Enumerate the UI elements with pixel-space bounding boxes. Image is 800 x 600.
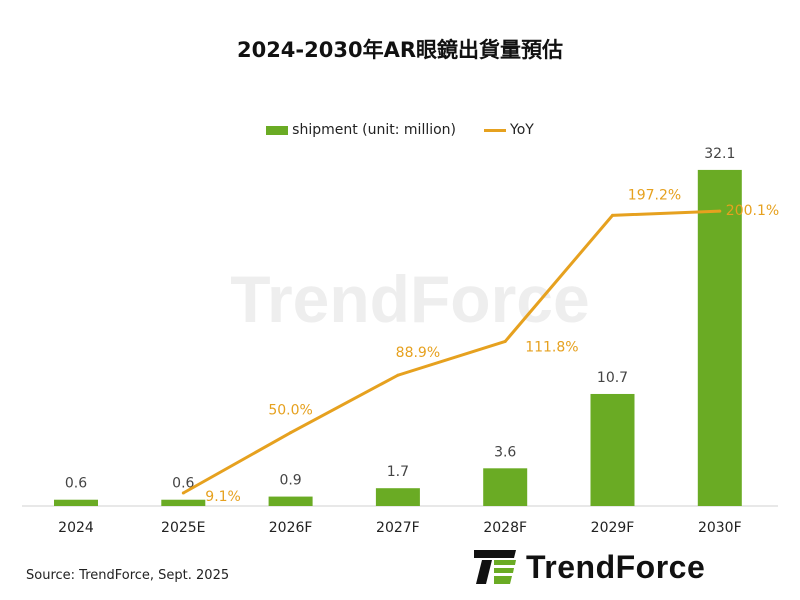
x-tick-label-2030F: 2030F: [698, 520, 742, 536]
bar-2030F: [697, 169, 742, 506]
yoy-point-2030F: [718, 209, 722, 213]
bar-label-2028F: 3.6: [494, 444, 516, 460]
trendforce-logo: TrendForce: [472, 548, 705, 586]
x-tick-label-2028F: 2028F: [483, 520, 527, 536]
bar-label-2026F: 0.9: [279, 473, 301, 489]
legend-label-yoy: YoY: [510, 122, 534, 138]
yoy-point-2027F: [396, 373, 400, 377]
x-tick-label-2025E: 2025E: [161, 520, 205, 536]
bar-2029F: [590, 393, 635, 506]
yoy-label-2028F: 111.8%: [525, 339, 578, 355]
bar-2028F: [483, 468, 528, 506]
bar-label-2024: 0.6: [65, 476, 87, 492]
watermark: TrendForce: [230, 262, 589, 336]
trendforce-logo-icon: [474, 550, 516, 584]
legend-swatch-shipment: [266, 125, 289, 135]
bar-label-2027F: 1.7: [387, 464, 409, 480]
bar-2026F: [268, 496, 313, 506]
trendforce-logo-text: TrendForce: [526, 548, 706, 585]
bar-label-2025E: 0.6: [172, 476, 194, 492]
x-tick-label-2027F: 2027F: [376, 520, 420, 536]
bar-label-2029F: 10.7: [597, 370, 628, 386]
bar-2027F: [375, 488, 420, 506]
bar-2024: [54, 499, 98, 506]
yoy-point-2026F: [289, 431, 293, 435]
legend-label-shipment: shipment (unit: million): [292, 122, 457, 138]
x-tick-label-2029F: 2029F: [591, 520, 635, 536]
bar-2025E: [161, 499, 206, 506]
x-tick-label-2026F: 2026F: [269, 520, 313, 536]
yoy-label-2029F: 197.2%: [628, 187, 681, 203]
source-note: Source: TrendForce, Sept. 2025: [26, 568, 230, 583]
yoy-label-2026F: 50.0%: [268, 403, 312, 419]
yoy-point-2025E: [181, 491, 185, 495]
chart-title: 2024-2030年AR眼鏡出貨量預估: [236, 38, 564, 62]
yoy-label-2025E: 9.1%: [205, 489, 241, 505]
yoy-label-2027F: 88.9%: [396, 345, 440, 361]
yoy-point-2028F: [503, 339, 507, 343]
bar-label-2030F: 32.1: [704, 146, 735, 162]
legend-swatch-yoy: [484, 128, 507, 132]
yoy-label-2030F: 200.1%: [726, 203, 779, 219]
x-tick-label-2024: 2024: [58, 520, 94, 536]
legend: shipment (unit: million) YoY: [0, 122, 800, 138]
yoy-line: [182, 209, 720, 495]
yoy-point-2029F: [611, 213, 614, 217]
